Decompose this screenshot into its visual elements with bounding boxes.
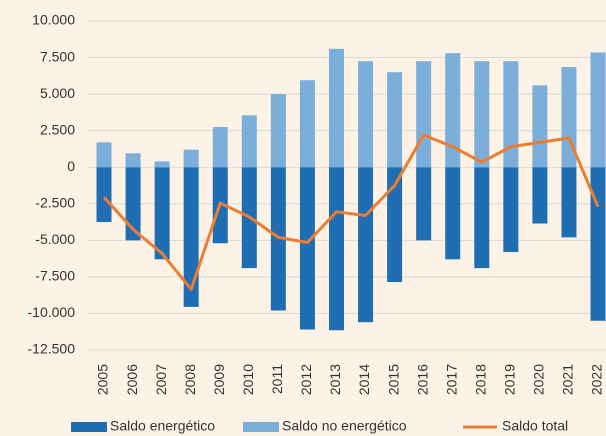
- bar: [299, 80, 315, 168]
- y-tick-label: -2.500: [35, 194, 75, 210]
- x-tick-label: 2009: [211, 364, 227, 395]
- bar: [590, 52, 606, 168]
- bar: [416, 167, 432, 241]
- bar: [532, 167, 548, 224]
- bar: [328, 167, 344, 331]
- x-tick-label: 2011: [269, 364, 285, 394]
- x-tick-label: 2010: [240, 364, 256, 395]
- bar: [96, 142, 112, 168]
- legend-label: Saldo no energético: [282, 418, 407, 434]
- y-tick-label: 5.000: [40, 85, 75, 101]
- bar: [532, 85, 548, 168]
- bar: [270, 94, 286, 168]
- bar: [561, 67, 577, 168]
- x-tick-label: 2019: [502, 364, 518, 395]
- y-tick-label: -5.000: [35, 231, 75, 247]
- y-tick-label: -10.000: [28, 304, 76, 320]
- bar: [154, 161, 170, 168]
- bar: [241, 115, 257, 168]
- legend-label: Saldo total: [502, 418, 568, 434]
- y-tick-label: 0: [67, 158, 75, 174]
- bar: [445, 167, 461, 260]
- bar: [183, 149, 199, 168]
- bar: [503, 61, 519, 168]
- y-tick-label: -7.500: [35, 268, 75, 284]
- bar: [416, 61, 432, 168]
- x-tick-label: 2017: [443, 364, 459, 395]
- bar: [212, 127, 228, 168]
- legend-swatch: [243, 422, 279, 432]
- x-tick-label: 2013: [327, 364, 343, 395]
- legend-swatch: [71, 422, 107, 432]
- bar: [503, 167, 519, 253]
- bar: [125, 167, 141, 241]
- y-tick-label: 2.500: [40, 121, 75, 137]
- bar: [299, 167, 315, 330]
- y-tick-label: 10.000: [32, 12, 75, 28]
- bar: [474, 167, 490, 269]
- x-tick-label: 2005: [95, 364, 111, 395]
- y-tick-label: 7.500: [40, 48, 75, 64]
- x-tick-label: 2016: [414, 364, 430, 395]
- x-tick-label: 2014: [356, 364, 372, 395]
- bar: [358, 61, 374, 168]
- bar: [125, 153, 141, 168]
- x-tick-label: 2015: [385, 364, 401, 395]
- bar: [183, 167, 199, 307]
- y-tick-label: -12.500: [28, 341, 76, 357]
- bar: [387, 72, 403, 168]
- x-tick-label: 2008: [182, 364, 198, 395]
- x-tick-label: 2012: [298, 364, 314, 395]
- bar: [328, 48, 344, 168]
- bar: [590, 167, 606, 321]
- bar: [445, 53, 461, 168]
- legend-label: Saldo energético: [110, 418, 215, 434]
- bar: [96, 167, 112, 223]
- bar: [561, 167, 577, 238]
- x-tick-label: 2020: [531, 364, 547, 395]
- bar: [358, 167, 374, 323]
- x-tick-label: 2006: [124, 364, 140, 395]
- bar: [387, 167, 403, 283]
- x-tick-label: 2022: [589, 364, 605, 395]
- line: [102, 133, 600, 291]
- bar: [474, 61, 490, 168]
- x-tick-label: 2021: [560, 364, 576, 395]
- x-tick-label: 2007: [153, 364, 169, 395]
- x-tick-label: 2018: [472, 364, 488, 395]
- bar: [154, 167, 170, 260]
